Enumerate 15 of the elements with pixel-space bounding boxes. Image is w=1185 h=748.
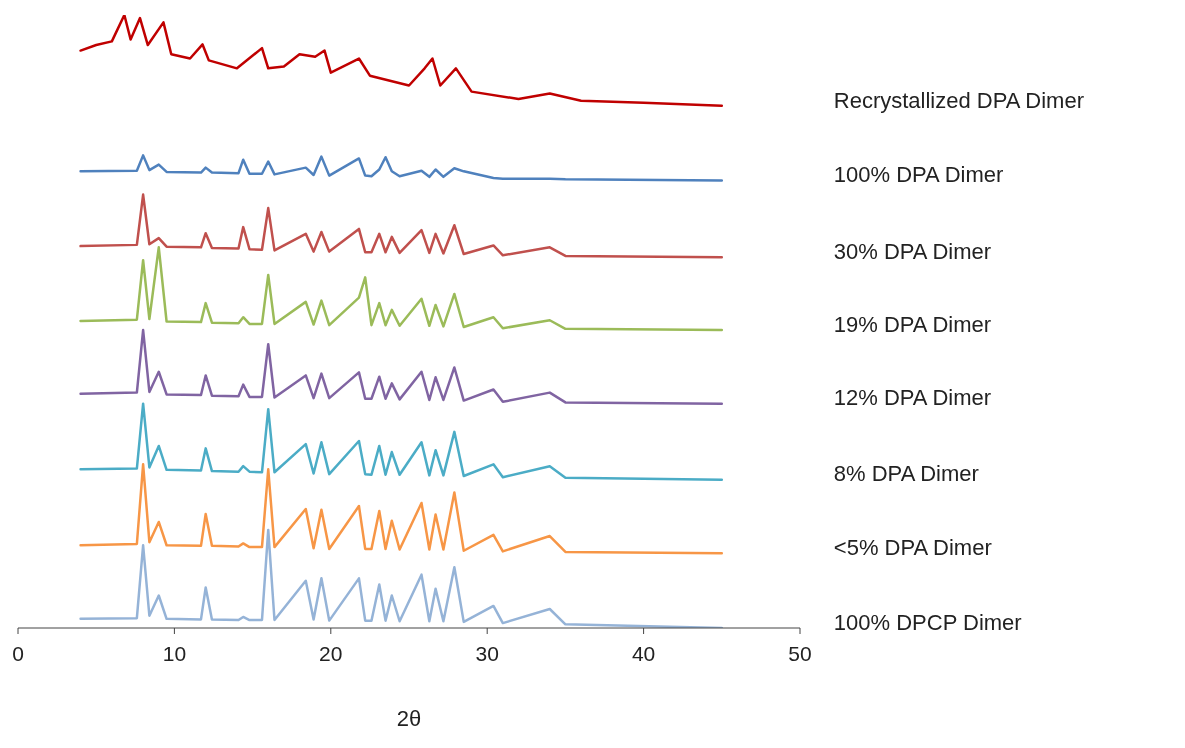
text: 19% DPA Dimer — [833, 311, 992, 337]
text: <5% DPA Dimer — [833, 535, 992, 561]
x-tick-label: 10 — [162, 641, 187, 665]
x-tick-label: 0 — [12, 641, 24, 665]
text: 30% DPA Dimer — [833, 238, 992, 264]
text: 100% DPA Dimer — [833, 162, 1004, 188]
text: Recrystallized DPA Dimer — [833, 87, 1085, 113]
x-tick-label: 50 — [788, 641, 812, 665]
x-tick-label: 20 — [319, 641, 343, 665]
text: 100% DPCP Dimer — [833, 609, 1022, 635]
x-tick-label: 40 — [631, 641, 656, 665]
x-axis-title: 2θ — [396, 706, 422, 731]
text: 12% DPA Dimer — [833, 385, 992, 411]
x-tick-label: 30 — [475, 641, 499, 665]
text: 8% DPA Dimer — [833, 461, 979, 487]
